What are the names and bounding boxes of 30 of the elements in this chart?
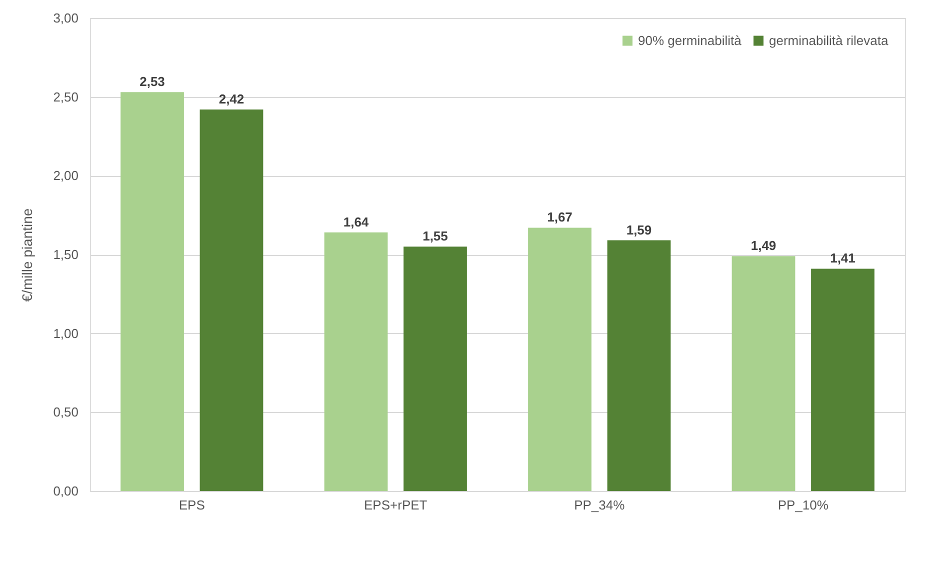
bar xyxy=(607,240,671,491)
x-tick-label: EPS xyxy=(178,498,206,512)
bar xyxy=(811,268,874,491)
y-tick-label: 1,50 xyxy=(53,247,78,262)
y-tick-label: 2,00 xyxy=(53,168,78,184)
data-label: 1,59 xyxy=(626,222,652,238)
data-label: 2,53 xyxy=(140,74,165,90)
data-label: 2,42 xyxy=(218,91,244,106)
x-tick-label: PP_34% xyxy=(574,498,626,512)
legend-label: 90% germinabilità xyxy=(638,32,742,48)
data-label: 1,55 xyxy=(422,228,448,244)
y-tick-label: 0,00 xyxy=(53,484,78,498)
y-tick-label: 1,00 xyxy=(53,326,78,341)
bar xyxy=(404,246,467,491)
bar xyxy=(324,232,388,491)
bar xyxy=(732,256,796,491)
bar xyxy=(200,109,264,491)
x-tick-label: EPS+rPET xyxy=(364,498,428,512)
legend-label: germinabilità rilevata xyxy=(769,32,889,48)
y-tick-label: 0,50 xyxy=(53,404,78,420)
x-tick-label: PP_10% xyxy=(778,498,829,512)
y-tick-label: 2,50 xyxy=(53,89,78,104)
data-label: 1,49 xyxy=(750,238,776,254)
bar xyxy=(528,228,592,491)
data-label: 1,64 xyxy=(343,214,370,230)
y-axis-title: €/mille piantine xyxy=(19,208,36,302)
y-tick-label: 3,00 xyxy=(53,10,78,26)
data-label: 1,41 xyxy=(830,250,856,266)
data-label: 1,67 xyxy=(547,210,572,225)
bar xyxy=(120,92,184,491)
